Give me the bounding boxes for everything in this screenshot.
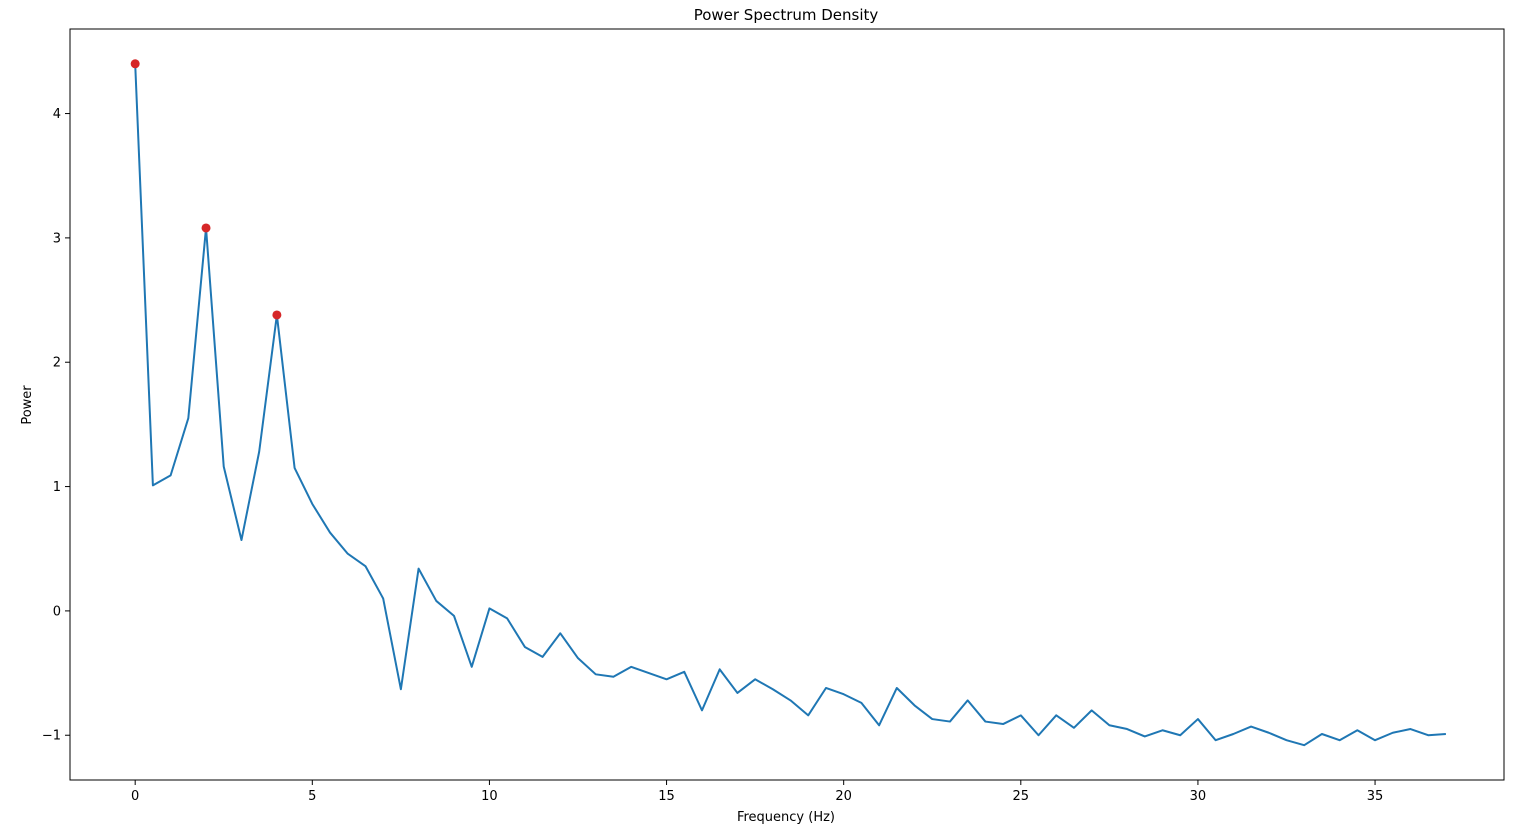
x-tick-label-7: 35 xyxy=(1367,789,1384,804)
x-tick-label-1: 5 xyxy=(308,789,316,804)
peak-marker-0 xyxy=(130,59,140,69)
x-tick-label-6: 30 xyxy=(1190,789,1207,804)
y-tick-label-0: −1 xyxy=(42,729,61,744)
x-tick-label-0: 0 xyxy=(131,789,139,804)
y-tick-label-2: 1 xyxy=(53,480,61,495)
x-tick-label-4: 20 xyxy=(835,789,852,804)
y-tick-label-4: 3 xyxy=(53,231,61,246)
plot-area xyxy=(130,59,1446,747)
y-axis-label: Power xyxy=(20,385,35,425)
x-tick-label-3: 15 xyxy=(658,789,675,804)
y-tick-label-5: 4 xyxy=(53,107,61,122)
x-tick-label-2: 10 xyxy=(481,789,498,804)
axes-frame xyxy=(69,28,1505,781)
y-tick-label-3: 2 xyxy=(53,356,61,371)
y-axis: −1 0 1 2 3 4 xyxy=(42,107,70,744)
series-line-0 xyxy=(134,63,1446,747)
chart-title: Power Spectrum Density xyxy=(694,6,879,24)
y-tick-label-1: 0 xyxy=(53,604,61,619)
peak-marker-2 xyxy=(272,310,282,320)
x-tick-label-5: 25 xyxy=(1013,789,1030,804)
peak-marker-1 xyxy=(201,223,211,233)
x-axis: 0 5 10 15 20 25 30 35 xyxy=(131,780,1383,804)
x-axis-label: Frequency (Hz) xyxy=(737,810,835,825)
